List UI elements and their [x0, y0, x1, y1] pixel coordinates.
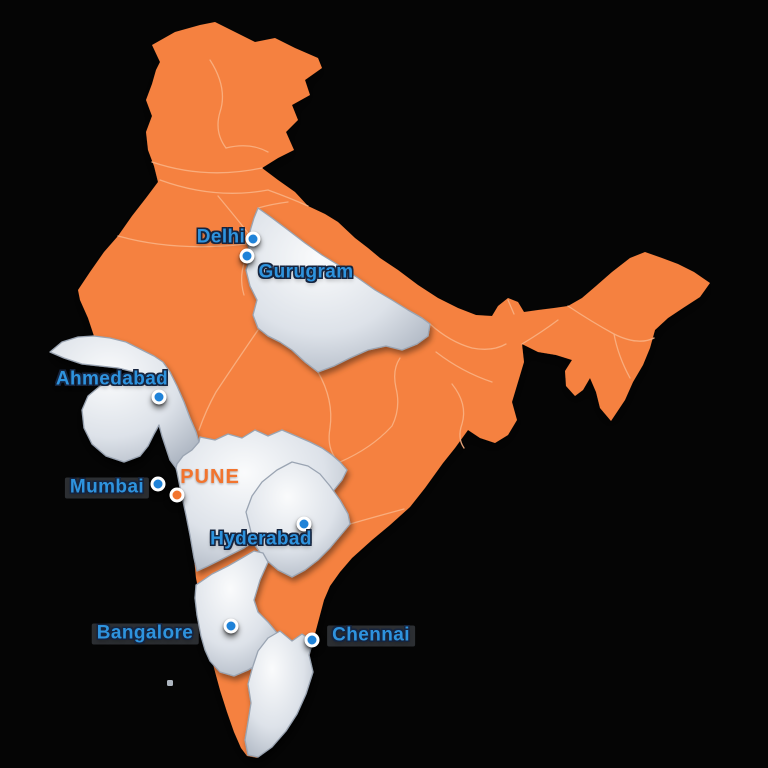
- orange-state-borders: [117, 59, 655, 525]
- islands: [167, 680, 173, 686]
- city-label-chennai[interactable]: Chennai: [327, 625, 415, 647]
- silver-states: [49, 207, 431, 758]
- island-dot: [167, 680, 173, 686]
- city-label-mumbai[interactable]: Mumbai: [64, 477, 150, 499]
- city-dot-hyderabad[interactable]: [296, 516, 312, 532]
- city-label-delhi[interactable]: Delhi: [196, 226, 246, 248]
- city-dot-delhi[interactable]: [245, 231, 261, 247]
- state-tamil-nadu: [244, 630, 314, 758]
- city-label-hyderabad[interactable]: Hyderabad: [210, 528, 312, 550]
- city-dot-gurugram[interactable]: [239, 248, 255, 264]
- city-label-pune[interactable]: PUNE: [180, 466, 240, 488]
- city-label-bangalore[interactable]: Bangalore: [91, 623, 199, 645]
- country-india: [49, 22, 710, 758]
- city-label-ahmedabad[interactable]: Ahmedabad: [55, 368, 169, 390]
- city-label-gurugram[interactable]: Gurugram: [258, 261, 354, 283]
- city-dot-pune[interactable]: [169, 487, 185, 503]
- city-dot-ahmedabad[interactable]: [151, 389, 167, 405]
- state-uttar-pradesh: [245, 207, 431, 373]
- city-dot-chennai[interactable]: [304, 632, 320, 648]
- city-dot-mumbai[interactable]: [150, 476, 166, 492]
- city-dot-bangalore[interactable]: [223, 618, 239, 634]
